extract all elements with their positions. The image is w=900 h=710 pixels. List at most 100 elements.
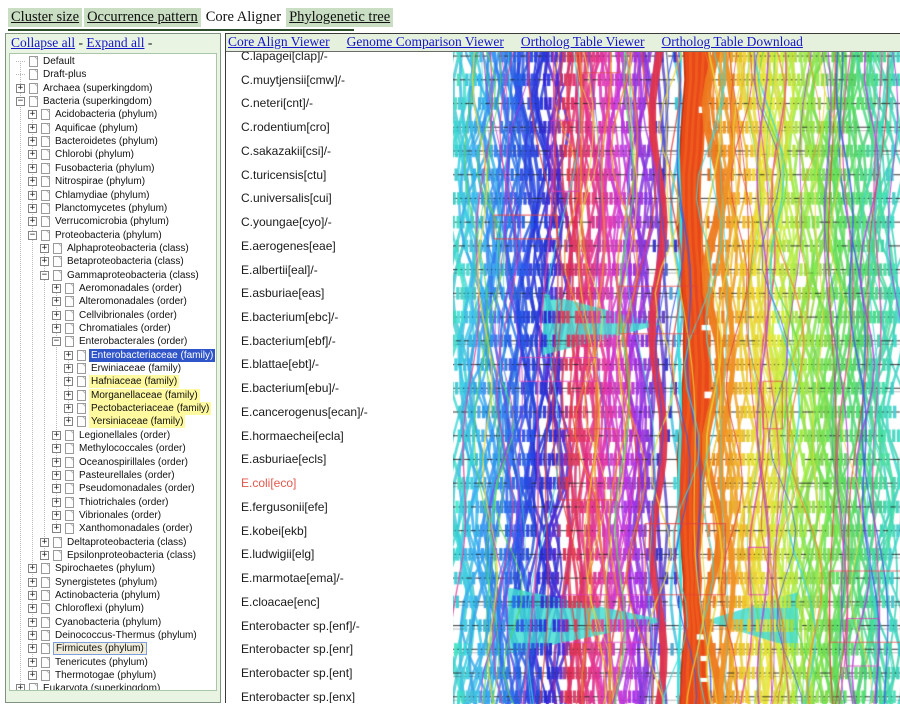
tree-item-label-xanthomonadales-order[interactable]: Xanthomonadales (order) <box>79 523 193 535</box>
expand-toggle-icon[interactable]: + <box>28 563 37 574</box>
link-ortholog-table-viewer[interactable]: Ortholog Table Viewer <box>520 34 645 49</box>
expand-toggle-icon[interactable]: + <box>52 443 61 454</box>
tree-item-label-pseudomonadales-order[interactable]: Pseudomonadales (order) <box>79 483 195 495</box>
tree-item-label-pasteurellales-order[interactable]: Pasteurellales (order) <box>79 469 175 481</box>
expand-toggle-icon[interactable]: + <box>28 202 37 213</box>
core-alignment-visualization[interactable] <box>453 52 900 704</box>
tree-item-label-firmicutes-phylum[interactable]: Firmicutes (phylum) <box>53 642 147 656</box>
tab-core-aligner[interactable]: Core Aligner <box>202 8 285 27</box>
tree-item-label-bacteroidetes-phylum[interactable]: Bacteroidetes (phylum) <box>55 136 158 148</box>
tree-item-label-nitrospirae-phylum[interactable]: Nitrospirae (phylum) <box>55 176 146 188</box>
link-genome-comparison-viewer[interactable]: Genome Comparison Viewer <box>346 34 504 49</box>
collapse-all-link[interactable]: Collapse all <box>11 35 76 50</box>
tab-occurrence-pattern[interactable]: Occurrence pattern <box>84 8 201 27</box>
tree-item-label-methylococcales-order[interactable]: Methylococcales (order) <box>79 443 186 455</box>
tree-item-label-archaea-superkingdom[interactable]: Archaea (superkingdom) <box>43 82 153 94</box>
expand-toggle-icon[interactable]: + <box>28 149 37 160</box>
tree-item-label-yersiniaceae-family[interactable]: Yersiniaceae (family) <box>89 415 186 429</box>
expand-toggle-icon[interactable]: + <box>52 523 61 534</box>
expand-toggle-icon[interactable]: + <box>64 376 73 387</box>
expand-all-link[interactable]: Expand all <box>86 35 145 50</box>
expand-toggle-icon[interactable]: + <box>28 216 37 227</box>
expand-toggle-icon[interactable]: + <box>28 643 37 654</box>
link-core-align-viewer[interactable]: Core Align Viewer <box>228 34 330 49</box>
tree-item-label-enterobacteriaceae-family[interactable]: Enterobacteriaceae (family) <box>89 348 216 362</box>
tree-item-label-synergistetes-phylum[interactable]: Synergistetes (phylum) <box>55 576 158 588</box>
collapse-toggle-icon[interactable]: − <box>16 96 25 107</box>
tree-item-label-chlorobi-phylum[interactable]: Chlorobi (phylum) <box>55 149 134 161</box>
expand-toggle-icon[interactable]: + <box>28 630 37 641</box>
tree-item-label-fusobacteria-phylum[interactable]: Fusobacteria (phylum) <box>55 162 155 174</box>
expand-toggle-icon[interactable]: + <box>28 122 37 133</box>
expand-toggle-icon[interactable]: + <box>64 416 73 427</box>
expand-toggle-icon[interactable]: + <box>64 363 73 374</box>
expand-toggle-icon[interactable]: + <box>28 616 37 627</box>
tree-item-label-gammaproteobacteria-class[interactable]: Gammaproteobacteria (class) <box>67 269 199 281</box>
tree-item-label-actinobacteria-phylum[interactable]: Actinobacteria (phylum) <box>55 590 161 601</box>
tree-item-label-aquificae-phylum[interactable]: Aquificae (phylum) <box>55 122 138 134</box>
expand-toggle-icon[interactable]: + <box>40 256 49 267</box>
expand-toggle-icon[interactable]: + <box>28 136 37 147</box>
tree-item-label-aeromonadales-order[interactable]: Aeromonadales (order) <box>79 282 182 294</box>
tree-item-label-bacteria-superkingdom[interactable]: Bacteria (superkingdom) <box>43 96 152 108</box>
tree-item-label-erwiniaceae-family[interactable]: Erwiniaceae (family) <box>91 363 182 375</box>
expand-toggle-icon[interactable]: + <box>40 536 49 547</box>
tree-item-label-alphaproteobacteria-class[interactable]: Alphaproteobacteria (class) <box>67 242 189 254</box>
expand-toggle-icon[interactable]: + <box>28 176 37 187</box>
expand-toggle-icon[interactable]: + <box>64 403 73 414</box>
expand-toggle-icon[interactable]: + <box>16 82 25 93</box>
expand-toggle-icon[interactable]: + <box>52 296 61 307</box>
tree-item-label-chlamydiae-phylum[interactable]: Chlamydiae (phylum) <box>55 189 150 201</box>
tree-item-label-enterobacterales-order[interactable]: Enterobacterales (order) <box>79 336 188 348</box>
tree-item-label-cyanobacteria-phylum[interactable]: Cyanobacteria (phylum) <box>55 616 162 628</box>
expand-toggle-icon[interactable]: + <box>28 603 37 614</box>
tree-item-label-chloroflexi-phylum[interactable]: Chloroflexi (phylum) <box>55 603 144 615</box>
tree-item-label-acidobacteria-phylum[interactable]: Acidobacteria (phylum) <box>55 109 158 121</box>
tree-item-label-cellvibrionales-order[interactable]: Cellvibrionales (order) <box>79 309 177 321</box>
expand-toggle-icon[interactable]: + <box>52 469 61 480</box>
expand-toggle-icon[interactable]: + <box>28 656 37 667</box>
expand-toggle-icon[interactable]: + <box>28 189 37 200</box>
tree-item-label-vibrionales-order[interactable]: Vibrionales (order) <box>79 509 162 521</box>
tree-item-label-alteromonadales-order[interactable]: Alteromonadales (order) <box>79 296 187 308</box>
tree-item-label-hafniaceae-family[interactable]: Hafniaceae (family) <box>89 375 180 389</box>
tree-item-label-thermotogae-phylum[interactable]: Thermotogae (phylum) <box>55 670 157 682</box>
expand-toggle-icon[interactable]: + <box>52 429 61 440</box>
link-ortholog-table-download[interactable]: Ortholog Table Download <box>661 34 803 49</box>
tree-item-label-epsilonproteobacteria-class[interactable]: Epsilonproteobacteria (class) <box>67 549 196 561</box>
tree-item-label-planctomycetes-phylum[interactable]: Planctomycetes (phylum) <box>55 202 168 214</box>
tree-item-label-thiotrichales-order[interactable]: Thiotrichales (order) <box>79 496 169 508</box>
tree-item-label-legionellales-order[interactable]: Legionellales (order) <box>79 429 171 441</box>
expand-toggle-icon[interactable]: + <box>52 483 61 494</box>
tree-item-label-chromatiales-order[interactable]: Chromatiales (order) <box>79 323 171 334</box>
tab-phylogenetic-tree[interactable]: Phylogenetic tree <box>286 8 394 27</box>
collapse-toggle-icon[interactable]: − <box>52 336 61 347</box>
tree-item-label-pectobacteriaceae-family[interactable]: Pectobacteriaceae (family) <box>89 402 212 416</box>
expand-toggle-icon[interactable]: + <box>64 389 73 400</box>
tree-item-label-tenericutes-phylum[interactable]: Tenericutes (phylum) <box>55 656 148 668</box>
tree-item-label-morganellaceae-family[interactable]: Morganellaceae (family) <box>89 388 200 402</box>
tree-item-label-default[interactable]: Default <box>43 56 75 67</box>
expand-toggle-icon[interactable]: + <box>52 282 61 293</box>
expand-toggle-icon[interactable]: + <box>28 162 37 173</box>
expand-toggle-icon[interactable]: + <box>52 309 61 320</box>
tree-item-label-betaproteobacteria-class[interactable]: Betaproteobacteria (class) <box>67 256 184 268</box>
expand-toggle-icon[interactable]: + <box>40 242 49 253</box>
collapse-toggle-icon[interactable]: − <box>40 269 49 280</box>
tree-item-label-deltaproteobacteria-class[interactable]: Deltaproteobacteria (class) <box>67 536 187 548</box>
expand-toggle-icon[interactable]: + <box>40 549 49 560</box>
expand-toggle-icon[interactable]: + <box>64 349 73 360</box>
tree-item-label-eukaryota-superkingdom[interactable]: Eukaryota (superkingdom) <box>43 683 161 691</box>
expand-toggle-icon[interactable]: + <box>16 684 25 690</box>
tab-cluster-size[interactable]: Cluster size <box>8 8 83 27</box>
collapse-toggle-icon[interactable]: − <box>28 229 37 240</box>
expand-toggle-icon[interactable]: + <box>52 456 61 467</box>
tree-item-label-spirochaetes-phylum[interactable]: Spirochaetes (phylum) <box>55 563 156 575</box>
tree-item-label-deinococcus-thermus-phylum[interactable]: Deinococcus-Thermus (phylum) <box>55 630 197 642</box>
expand-toggle-icon[interactable]: + <box>28 109 37 120</box>
expand-toggle-icon[interactable]: + <box>28 670 37 681</box>
expand-toggle-icon[interactable]: + <box>52 323 61 333</box>
tree-item-label-draft-plus[interactable]: Draft-plus <box>43 69 87 81</box>
tree-item-label-oceanospirillales-order[interactable]: Oceanospirillales (order) <box>79 456 188 468</box>
expand-toggle-icon[interactable]: + <box>52 496 61 507</box>
